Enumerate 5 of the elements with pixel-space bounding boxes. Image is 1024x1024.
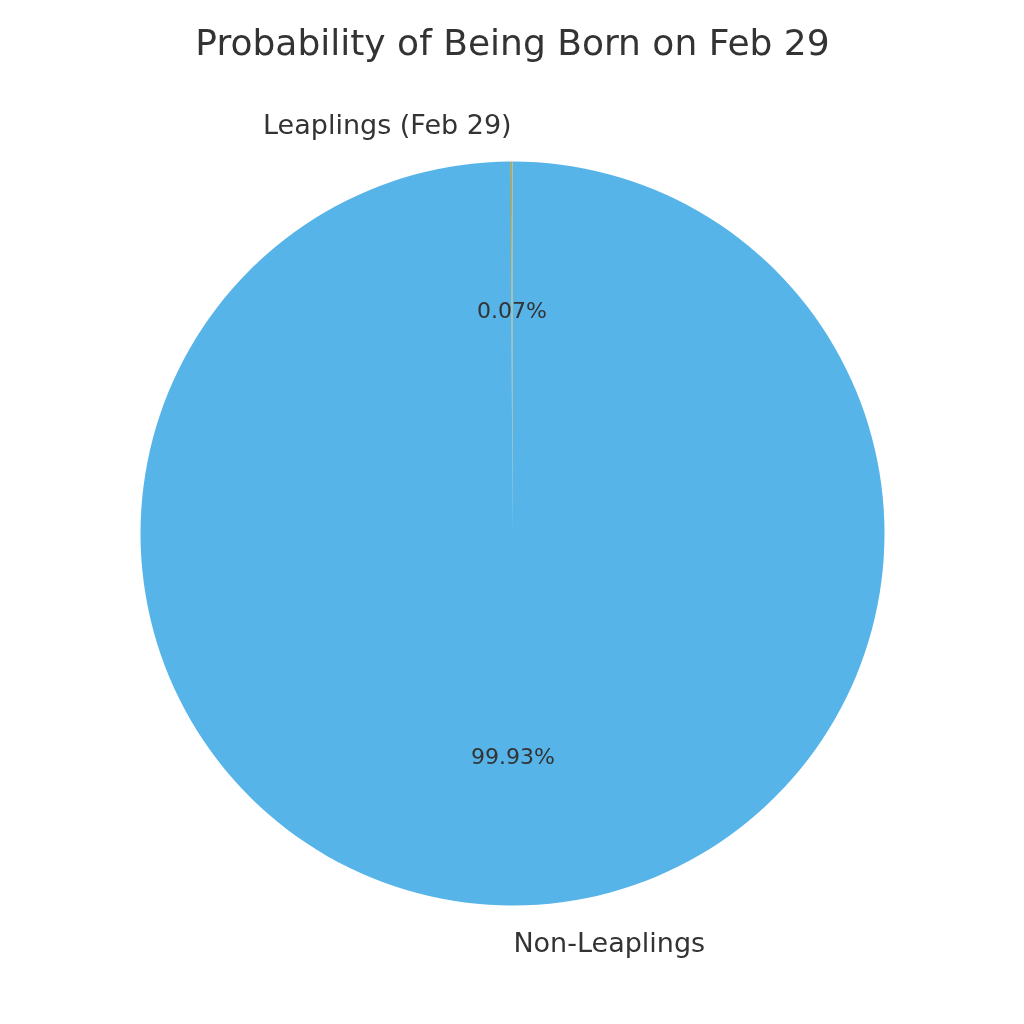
data-label: 0.07%	[477, 297, 547, 323]
chart-title: Probability of Being Born on Feb 29	[195, 22, 830, 63]
data-label: 99.93%	[471, 744, 555, 770]
slice-label: Leaplings (Feb 29)	[263, 108, 512, 140]
slice-label: Non-Leaplings	[513, 927, 706, 959]
